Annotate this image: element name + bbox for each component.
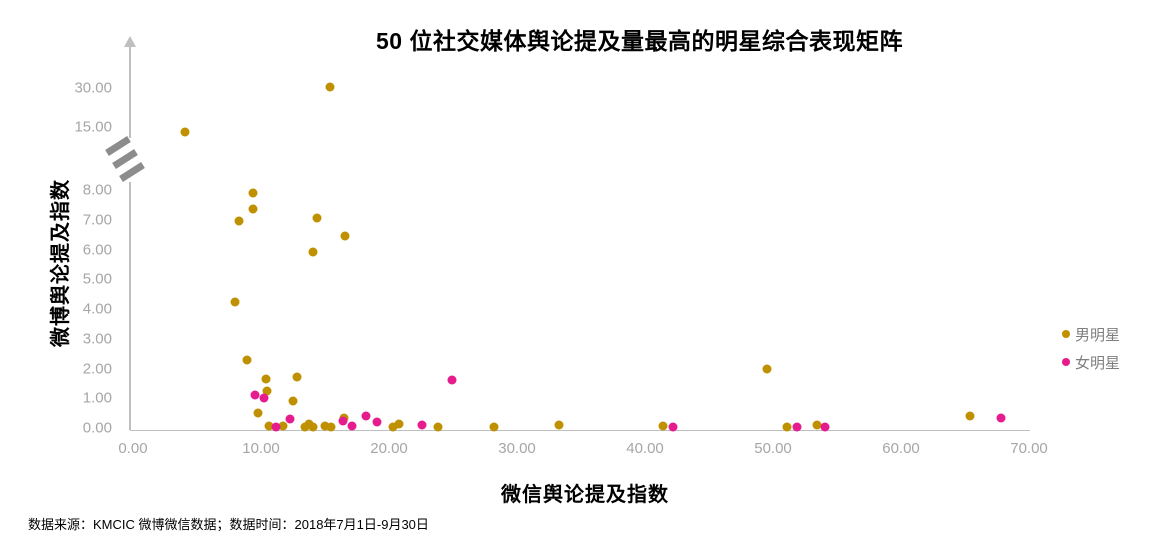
male-celebrity-point	[261, 374, 271, 384]
x-tick-label: 20.00	[370, 440, 408, 457]
legend-item-male: 男明星	[1062, 320, 1120, 348]
male-celebrity-point	[489, 422, 499, 431]
y-axis-line-upper	[129, 46, 131, 138]
x-tick-label: 30.00	[498, 440, 536, 457]
male-celebrity-point	[288, 396, 298, 406]
y-tick-label: 0.00	[82, 419, 112, 437]
male-celebrity-point	[965, 411, 975, 420]
x-tick-label: 70.00	[1010, 440, 1048, 457]
male-celebrity-point	[340, 231, 350, 241]
y-tick-label: 4.00	[82, 300, 112, 318]
male-celebrity-point	[394, 419, 404, 429]
male-celebrity-point	[264, 421, 274, 431]
y-tick-label: 2.00	[82, 360, 112, 377]
y-tick-label: 3.00	[82, 330, 112, 348]
axis-break-icon	[105, 136, 145, 182]
male-celebrity-point	[312, 213, 322, 223]
female-celebrity-point	[372, 417, 382, 427]
y-axis-arrow-icon	[124, 36, 136, 47]
legend-label-male: 男明星	[1075, 326, 1121, 344]
female-celebrity-point	[250, 390, 260, 400]
female-celebrity-point	[820, 422, 830, 431]
male-celebrity-point	[388, 422, 398, 431]
y-tick-label: 6.00	[82, 241, 112, 258]
female-celebrity-point	[996, 413, 1006, 423]
female-celebrity-point	[338, 416, 348, 426]
y-tick-label: 1.00	[82, 389, 112, 407]
legend-label-female: 女明星	[1075, 354, 1121, 372]
x-tick-label: 10.00	[242, 440, 280, 457]
male-series-dot-icon	[1062, 330, 1070, 338]
male-celebrity-point	[308, 422, 318, 432]
male-celebrity-point	[433, 422, 443, 431]
male-celebrity-point	[262, 386, 272, 396]
female-celebrity-point	[347, 421, 357, 431]
y-tick-label: 30.00	[74, 79, 112, 97]
source-note: 数据来源：KMCIC 微博微信数据；数据时间：2018年7月1日-9月30日	[28, 517, 429, 532]
male-celebrity-point	[658, 421, 668, 431]
x-tick-label: 0.00	[118, 440, 148, 457]
male-celebrity-point	[812, 420, 822, 430]
female-celebrity-point	[417, 420, 427, 430]
x-axis-title: 微信舆论提及指数	[501, 484, 669, 506]
male-celebrity-point	[762, 364, 772, 373]
x-tick-label: 40.00	[626, 440, 664, 457]
male-celebrity-point	[242, 355, 252, 365]
legend: 男明星 女明星	[1062, 320, 1120, 376]
y-axis-line-lower	[129, 182, 131, 430]
male-celebrity-point	[278, 421, 288, 431]
male-celebrity-point	[292, 372, 302, 382]
male-celebrity-point	[326, 422, 336, 432]
y-tick-label: 8.00	[82, 181, 112, 199]
male-celebrity-point	[554, 420, 564, 430]
male-celebrity-point	[248, 188, 258, 198]
female-celebrity-point	[271, 422, 281, 432]
x-tick-label: 60.00	[882, 440, 920, 457]
male-celebrity-point	[253, 408, 263, 418]
female-celebrity-point	[668, 422, 678, 431]
female-series-dot-icon	[1062, 358, 1070, 366]
male-celebrity-point	[300, 422, 310, 432]
male-celebrity-point	[325, 82, 335, 92]
male-celebrity-point	[180, 127, 190, 136]
female-celebrity-point	[259, 393, 269, 403]
x-axis-line	[130, 430, 1030, 431]
male-celebrity-point	[234, 216, 244, 226]
chart-title: 50 位社交媒体舆论提及量最高的明星综合表现矩阵	[376, 28, 903, 54]
y-tick-label: 7.00	[82, 211, 112, 229]
female-celebrity-point	[447, 375, 457, 385]
male-celebrity-point	[320, 421, 330, 431]
female-celebrity-point	[792, 422, 802, 431]
male-celebrity-point	[230, 297, 240, 307]
female-celebrity-point	[361, 411, 371, 420]
female-celebrity-point	[285, 414, 295, 424]
y-tick-label: 5.00	[82, 270, 112, 288]
y-tick-label: 15.00	[74, 118, 112, 136]
male-celebrity-point	[308, 247, 318, 257]
legend-item-female: 女明星	[1062, 348, 1120, 376]
male-celebrity-point	[248, 204, 258, 214]
x-tick-label: 50.00	[754, 440, 792, 457]
male-celebrity-point	[782, 422, 792, 432]
